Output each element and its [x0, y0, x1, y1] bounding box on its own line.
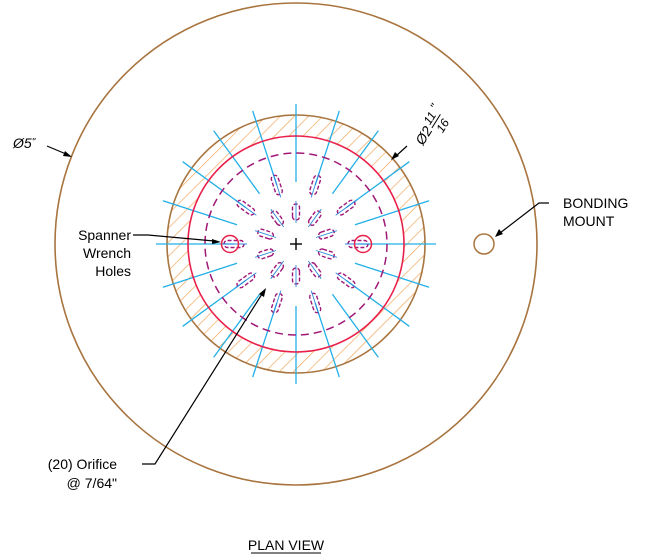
orifice-slot [335, 272, 357, 289]
radial-spoke [213, 293, 261, 358]
orifice-label-line-1: (20) Orifice [48, 456, 117, 472]
radial-spoke [162, 262, 238, 288]
inner-diameter-arrow-icon [391, 152, 399, 160]
orifice-slot [291, 201, 301, 223]
orifice-slot-centerline [272, 172, 282, 198]
orifice-slot-centerline [335, 199, 357, 216]
bonding-leader [499, 202, 549, 234]
radial-spoke [182, 279, 247, 327]
orifice-slot [307, 208, 322, 228]
orifice-slot [291, 265, 301, 287]
spanner-leader [133, 234, 215, 242]
spanner-arrow-icon [212, 239, 221, 244]
outer-diameter-arrow-icon [63, 151, 72, 157]
radial-spoke [345, 161, 410, 209]
inner-diameter-leader [395, 145, 408, 157]
bonding-mount-hole [473, 233, 495, 255]
orifice-slot-centerline [307, 208, 322, 228]
orifice-slot-centerline [270, 208, 285, 228]
bonding-label-line-2: MOUNT [563, 213, 615, 229]
orifice-slot-centerline [235, 272, 257, 289]
orifice-slot [345, 239, 371, 249]
spanner-label-line-3: Holes [95, 263, 131, 279]
center-cross-icon [290, 238, 302, 250]
radial-spoke [354, 200, 430, 226]
orifice-slot-centerline [315, 250, 338, 258]
view-title: PLAN VIEW [248, 537, 325, 553]
orifice-label-line-2: @ 7/64" [67, 475, 117, 491]
orifice-slot [270, 172, 284, 198]
orifice-slot-centerline [254, 230, 277, 238]
orifice-slot [235, 199, 257, 216]
orifice-slot-centerline [315, 230, 338, 238]
radial-spoke [182, 161, 247, 209]
orifice-slot [270, 208, 285, 228]
bonding-label-line-1: BONDING [563, 195, 628, 211]
orifice-slot [254, 228, 277, 240]
radial-spoke [331, 293, 379, 358]
orifice-slot [315, 248, 338, 260]
bonding-arrow-icon [495, 229, 503, 237]
orifice-slot [235, 272, 257, 289]
outer-diameter-leader [46, 145, 67, 155]
red-ring [187, 135, 405, 353]
dashed-ring [204, 152, 388, 336]
orifice-slot [308, 290, 322, 316]
orifice-slot [254, 248, 277, 260]
orifice-slot [307, 260, 322, 280]
spanner-label-line-1: Spanner [78, 227, 131, 243]
orifice-slot-centerline [310, 290, 320, 316]
orifice-slot-centerline [235, 199, 257, 216]
radial-spoke [162, 200, 238, 226]
orifice-slot-centerline [272, 290, 282, 316]
orifice-slot [335, 199, 357, 216]
outer-diameter-label: Ø5" [12, 135, 36, 151]
outer-plate-circle [54, 2, 538, 486]
radial-spoke [213, 130, 261, 195]
orifice-slot-centerline [310, 172, 320, 198]
orifice-leader [142, 293, 263, 465]
orifice-slot-centerline [335, 272, 357, 289]
orifice-slots [221, 172, 371, 316]
orifice-slot [308, 172, 322, 198]
spanner-hole-left [220, 234, 240, 254]
orifice-slot-centerline [254, 250, 277, 258]
orifice-slot [270, 290, 284, 316]
orifice-slot [270, 260, 285, 280]
orifice-slot [315, 228, 338, 240]
spanner-label-line-2: Wrench [83, 245, 131, 261]
inner-diameter-label: Ø2 11 16 " [411, 101, 452, 149]
radial-spoke [331, 130, 379, 195]
orifice-arrow-icon [259, 288, 266, 297]
radial-spoke [354, 262, 430, 288]
spanner-hole-right [353, 234, 373, 254]
orifice-slot-centerline [270, 260, 285, 280]
radial-spoke [345, 279, 410, 327]
orifice-slot-centerline [307, 260, 322, 280]
radial-spokes [156, 104, 436, 384]
orifice-slot [221, 239, 247, 249]
inner-diameter-unit: " [427, 101, 442, 113]
